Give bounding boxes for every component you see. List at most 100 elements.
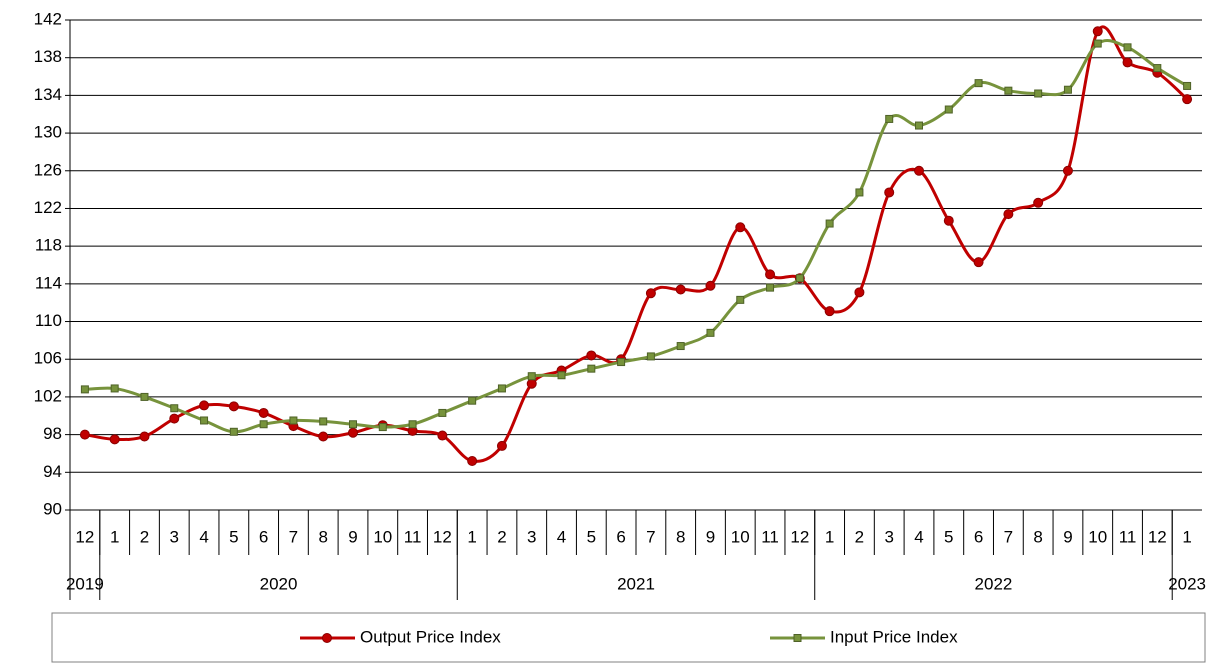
point	[80, 385, 89, 394]
point	[675, 284, 686, 295]
y-tick-label: 122	[34, 198, 62, 217]
point	[1033, 197, 1044, 208]
point	[1034, 89, 1043, 98]
y-tick-label: 138	[34, 47, 62, 66]
point	[318, 431, 329, 442]
year-label: 2022	[975, 574, 1013, 593]
point	[824, 306, 835, 317]
point	[259, 420, 268, 429]
y-tick-label: 130	[34, 123, 62, 142]
legend-marker	[322, 633, 332, 643]
point	[170, 404, 179, 413]
x-tick-label: 1	[110, 527, 119, 546]
point	[1063, 85, 1072, 94]
y-tick-label: 98	[43, 424, 62, 443]
point	[795, 274, 804, 283]
point	[378, 423, 387, 432]
x-tick-label: 12	[433, 527, 452, 546]
point	[706, 328, 715, 337]
point	[944, 105, 953, 114]
point	[348, 427, 358, 438]
point	[645, 288, 656, 299]
y-tick-label: 126	[34, 160, 62, 179]
point	[943, 215, 954, 226]
x-tick-label: 4	[914, 527, 923, 546]
point	[468, 396, 477, 405]
point	[586, 350, 597, 361]
x-tick-label: 9	[706, 527, 715, 546]
point	[1004, 86, 1013, 95]
point	[258, 407, 269, 418]
point	[617, 358, 626, 367]
series-line	[84, 39, 1188, 434]
point	[200, 416, 209, 425]
x-tick-label: 1	[825, 527, 834, 546]
x-tick-label: 3	[884, 527, 893, 546]
x-tick-label: 10	[731, 527, 750, 546]
y-tick-label: 102	[34, 386, 62, 405]
point	[1003, 209, 1014, 220]
point	[169, 413, 180, 424]
point	[1123, 43, 1132, 52]
year-label: 2019	[66, 574, 104, 593]
point	[110, 384, 119, 393]
point	[915, 121, 923, 130]
y-tick-label: 110	[35, 311, 62, 330]
point	[646, 352, 655, 361]
legend-marker	[793, 634, 802, 642]
x-tick-label: 3	[527, 527, 536, 546]
point	[1092, 26, 1103, 37]
point	[854, 287, 865, 298]
x-tick-label: 2	[497, 527, 506, 546]
point	[199, 400, 210, 411]
point	[974, 79, 983, 88]
x-tick-label: 4	[199, 527, 208, 546]
point	[735, 222, 746, 233]
x-tick-label: 6	[616, 527, 625, 546]
point	[1093, 39, 1102, 48]
point	[79, 429, 90, 440]
point	[914, 165, 924, 176]
y-tick-label: 142	[34, 9, 62, 28]
point	[885, 114, 894, 123]
x-tick-label: 9	[348, 527, 357, 546]
x-tick-label: 5	[587, 527, 596, 546]
year-label: 2021	[617, 574, 655, 593]
x-tick-label: 4	[557, 527, 566, 546]
point	[467, 456, 478, 466]
point	[557, 371, 566, 380]
point	[766, 283, 775, 292]
point	[1122, 57, 1133, 68]
point	[228, 401, 239, 412]
y-tick-label: 134	[34, 85, 62, 104]
point	[349, 420, 357, 429]
x-tick-label: 3	[170, 527, 179, 546]
x-tick-label: 7	[646, 527, 655, 546]
point	[825, 219, 834, 228]
x-tick-label: 8	[1033, 527, 1042, 546]
legend-box	[51, 612, 1206, 663]
x-tick-label: 7	[1004, 527, 1013, 546]
x-tick-label: 2	[140, 527, 149, 546]
y-tick-label: 94	[43, 462, 62, 481]
y-tick-label: 114	[35, 273, 62, 292]
point	[736, 295, 745, 304]
x-tick-label: 1	[1182, 527, 1191, 546]
point	[973, 257, 984, 268]
point	[437, 430, 448, 441]
point	[139, 431, 150, 442]
x-tick-label: 8	[676, 527, 685, 546]
x-tick-label: 2	[855, 527, 864, 546]
x-tick-label: 10	[373, 527, 392, 546]
point	[1062, 165, 1073, 176]
y-tick-label: 118	[35, 236, 62, 255]
x-tick-label: 1	[467, 527, 476, 546]
y-tick-label: 106	[34, 349, 62, 368]
point	[705, 280, 716, 291]
point	[527, 372, 536, 381]
x-tick-label: 5	[944, 527, 953, 546]
x-tick-label: 12	[1148, 527, 1167, 546]
point	[497, 384, 506, 393]
year-label: 2020	[260, 574, 298, 593]
